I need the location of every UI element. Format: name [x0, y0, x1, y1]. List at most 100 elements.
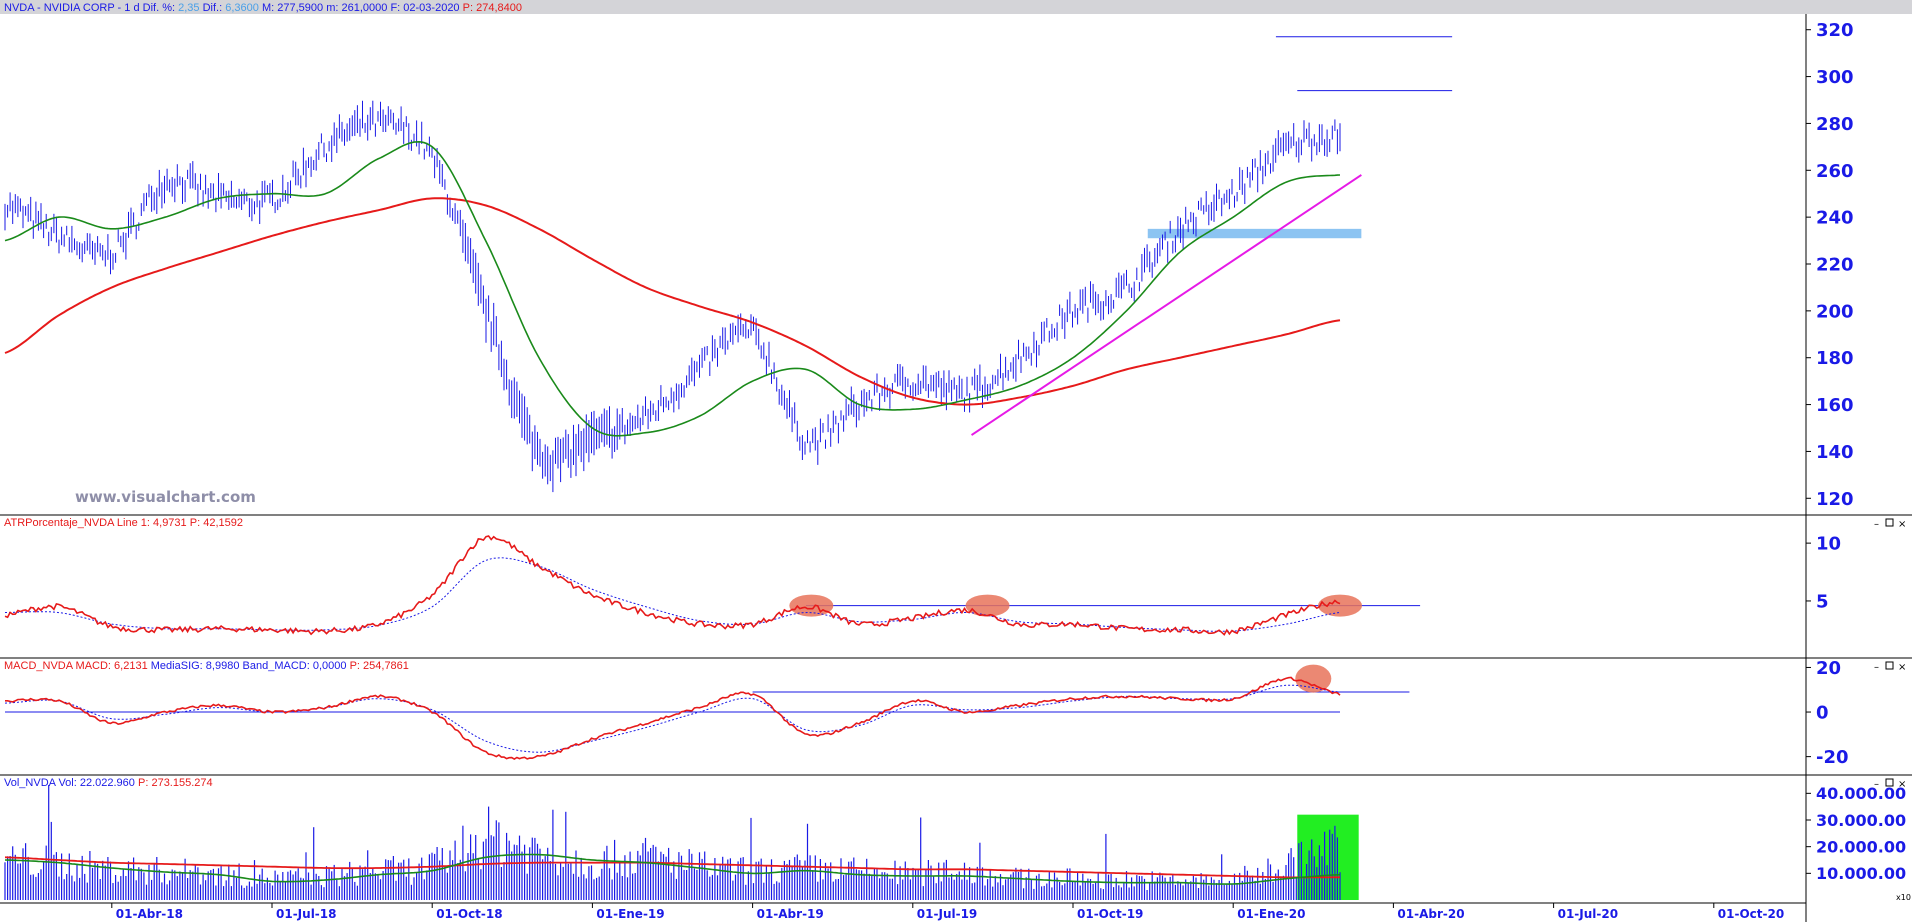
header-difpct: 2,35 — [178, 2, 199, 14]
macd-axis-tick-label: -20 — [1816, 747, 1849, 768]
macd-axis-tick-label: 0 — [1816, 703, 1829, 724]
maximize-icon[interactable] — [1885, 778, 1894, 787]
maximize-icon[interactable] — [1885, 518, 1894, 527]
atr-line1-value: 4,9731 — [153, 517, 187, 529]
header-max: 277,5900 — [277, 2, 323, 14]
header-date-label: F: — [390, 2, 400, 14]
macd-line — [5, 676, 1341, 761]
atr-line1-label: Line 1: — [117, 517, 150, 529]
header-timeframe: 1 d — [124, 2, 139, 14]
highlight-ellipse — [789, 594, 834, 617]
price-axis-tick-label: 140 — [1816, 442, 1854, 463]
atr-title: ATRPorcentaje_NVDA — [4, 517, 115, 529]
volume-value: 22.022.960 — [80, 777, 135, 789]
atr-legend: ATRPorcentaje_NVDA Line 1: 4,9731 P: 42,… — [4, 517, 243, 529]
highlight-ellipse — [1318, 594, 1362, 617]
macd-window-buttons[interactable]: – × — [1874, 661, 1906, 673]
volume-panel — [4, 785, 1359, 900]
trendline — [970, 174, 1362, 436]
price-axis-tick-label: 240 — [1816, 208, 1854, 229]
date-tick-label: 01-Ene-19 — [596, 907, 664, 921]
sma-slow-line — [4, 197, 1341, 406]
price-axis-tick-label: 160 — [1816, 395, 1854, 416]
date-tick-label: 01-Oct-19 — [1077, 907, 1143, 921]
macd-signal-line — [4, 684, 1341, 753]
macd-title: MACD_NVDA — [4, 660, 74, 672]
header-symbol: NVDA — [4, 2, 35, 14]
volume-title: Vol_NVDA — [4, 777, 57, 789]
atr-line — [4, 535, 1341, 636]
date-tick-label: 01-Abr-20 — [1397, 907, 1464, 921]
macd-band-value: 0,0000 — [313, 660, 347, 672]
price-panel — [4, 36, 1453, 493]
volume-bars — [4, 785, 1341, 900]
header-min: 261,0000 — [341, 2, 387, 14]
macd-axis-tick-label: 20 — [1816, 658, 1841, 679]
macd-legend: MACD_NVDA MACD: 6,2131 MediaSIG: 8,9980 … — [4, 660, 409, 672]
atr-p-label: P: — [190, 517, 200, 529]
price-axis-tick-label: 120 — [1816, 489, 1854, 510]
price-bars — [4, 100, 1341, 493]
minimize-icon[interactable]: – — [1874, 519, 1879, 530]
date-tick-label: 01-Jul-19 — [917, 907, 977, 921]
volume-axis-tick-label: 10.000.00 — [1816, 864, 1906, 883]
price-axis-tick-label: 300 — [1816, 67, 1854, 88]
close-icon[interactable]: × — [1898, 519, 1906, 530]
maximize-icon[interactable] — [1885, 661, 1894, 670]
header-difpct-label: Dif. %: — [143, 2, 175, 14]
date-tick-label: 01-Oct-18 — [436, 907, 502, 921]
macd-p-value: 254,7861 — [363, 660, 409, 672]
header-max-label: M: — [262, 2, 274, 14]
minimize-icon[interactable]: – — [1874, 662, 1879, 673]
scale-marker: x10 — [1896, 893, 1911, 902]
header-name: NVIDIA CORP — [44, 2, 115, 14]
volume-axis-tick-label: 30.000.00 — [1816, 811, 1906, 830]
volume-highlight — [1297, 814, 1359, 900]
macd-value-label: MACD: — [76, 660, 111, 672]
header-dif: 6,3600 — [225, 2, 259, 14]
price-axis-tick-label: 200 — [1816, 301, 1854, 322]
date-tick-label: 01-Oct-20 — [1718, 907, 1784, 921]
minimize-icon[interactable]: – — [1874, 779, 1879, 790]
macd-signal-value: 8,9980 — [206, 660, 240, 672]
macd-p-label: P: — [350, 660, 360, 672]
header-min-label: m: — [326, 2, 338, 14]
sma-fast-line — [4, 140, 1341, 437]
macd-signal-label: MediaSIG: — [151, 660, 203, 672]
support-zone — [1147, 228, 1362, 239]
volume-window-buttons[interactable]: – × — [1874, 778, 1906, 790]
atr-p-value: 42,1592 — [203, 517, 243, 529]
atr-window-buttons[interactable]: – × — [1874, 518, 1906, 530]
price-axis-tick-label: 280 — [1816, 114, 1854, 135]
volume-p-label: P: — [138, 777, 148, 789]
date-tick-label: 01-Jul-18 — [276, 907, 336, 921]
atr-panel — [4, 535, 1421, 636]
volume-axis-tick-label: 40.000.00 — [1816, 784, 1906, 803]
volume-legend: Vol_NVDA Vol: 22.022.960 P: 273.155.274 — [4, 777, 213, 789]
header-bar — [0, 0, 1912, 14]
date-tick-label: 01-Abr-19 — [757, 907, 824, 921]
price-axis-tick-label: 260 — [1816, 161, 1854, 182]
highlight-ellipse — [1295, 664, 1332, 693]
price-axis-tick-label: 220 — [1816, 254, 1854, 275]
volume-axis-tick-label: 20.000.00 — [1816, 837, 1906, 856]
atr-axis-tick-label: 5 — [1816, 591, 1829, 612]
watermark: www.visualchart.com — [75, 488, 256, 506]
date-tick-label: 01-Abr-18 — [116, 907, 183, 921]
header-dif-label: Dif.: — [203, 2, 223, 14]
atr-axis-tick-label: 10 — [1816, 534, 1841, 555]
date-tick-label: 01-Jul-20 — [1558, 907, 1618, 921]
price-axis-tick-label: 320 — [1816, 20, 1854, 41]
macd-band-label: Band_MACD: — [243, 660, 310, 672]
header-close-label: P: — [463, 2, 473, 14]
volume-p-value: 273.155.274 — [151, 777, 212, 789]
macd-panel — [4, 664, 1410, 761]
header-info: NVDA - NVIDIA CORP - 1 d Dif. %: 2,35 Di… — [4, 2, 522, 14]
header-close: 274,8400 — [476, 2, 522, 14]
volume-ma-fast — [4, 853, 1341, 885]
panel-frames — [0, 14, 1912, 922]
close-icon[interactable]: × — [1898, 779, 1906, 790]
close-icon[interactable]: × — [1898, 662, 1906, 673]
atr-signal-line — [5, 557, 1341, 632]
